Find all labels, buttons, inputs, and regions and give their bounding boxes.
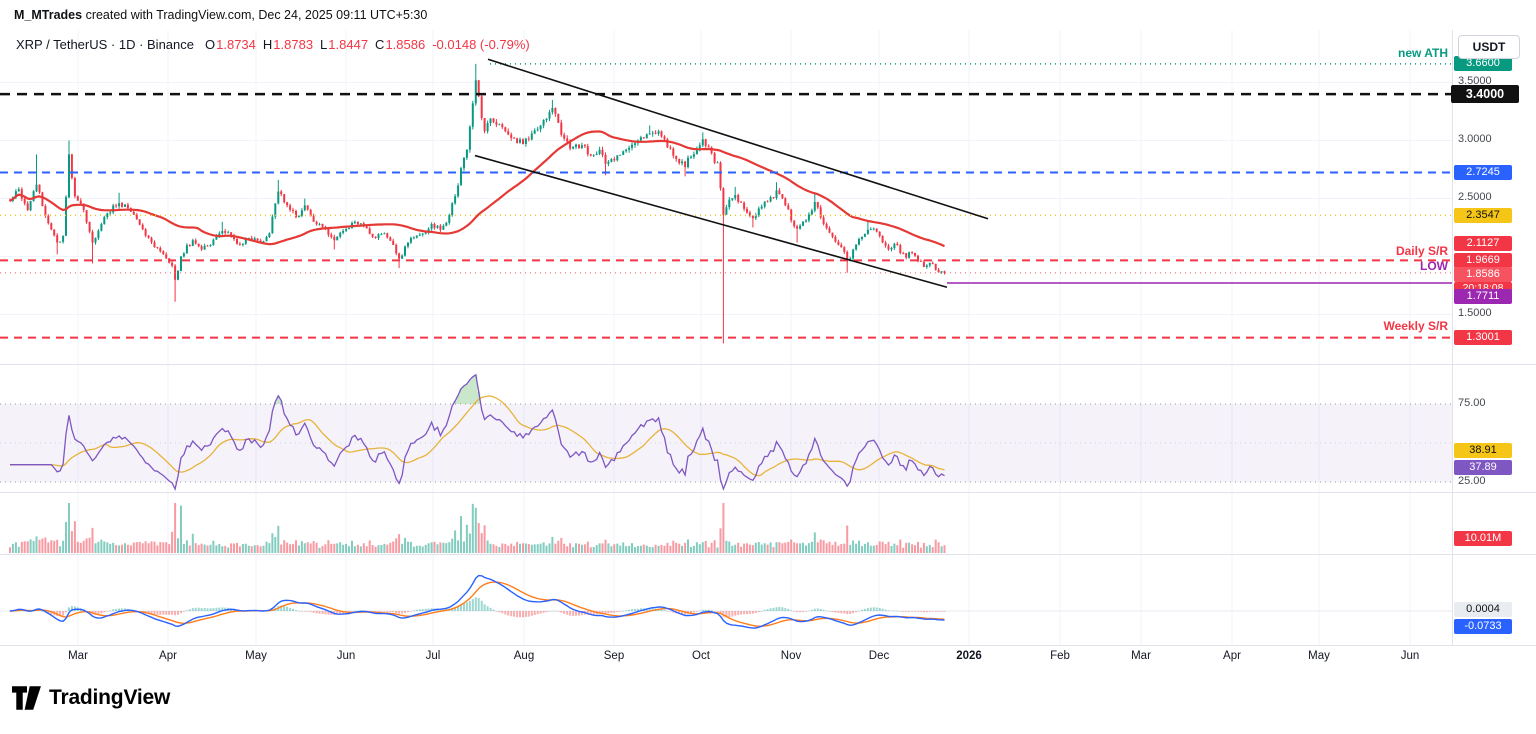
watermark-text: M_MTrades created with TradingView.com, … [14, 8, 427, 22]
watermark-rest: created with TradingView.com, Dec 24, 20… [82, 8, 428, 22]
ohlc-open: O1.8734 [205, 37, 256, 52]
tradingview-logo-icon [12, 686, 41, 710]
time-axis[interactable] [0, 646, 1536, 670]
symbol-title[interactable]: XRP / TetherUS · 1D · Binance [16, 37, 194, 52]
tradingview-logo-text: TradingView [49, 686, 171, 709]
ohlc-low: L1.8447 [320, 37, 369, 52]
watermark-brand: M_MTrades [14, 8, 83, 22]
weekly-sr-annotation[interactable]: Weekly S/R [1383, 319, 1448, 333]
new-ath-annotation[interactable]: new ATH [1398, 46, 1448, 60]
ohlc-high: H1.8783 [262, 37, 314, 52]
daily-sr-annotation[interactable]: Daily S/R [1395, 244, 1448, 258]
symbol-status-row[interactable]: XRP / TetherUS · 1D · Binance O1.8734 H1… [16, 37, 530, 52]
ohlc-close: C1.8586 [375, 37, 426, 52]
price-axis[interactable] [1452, 30, 1536, 646]
currency-toggle-button[interactable]: USDT [1458, 35, 1520, 59]
low-annotation[interactable]: LOW [1420, 259, 1448, 273]
tradingview-logo[interactable]: TradingView [12, 686, 170, 710]
change-value: -0.0148 (-0.79%) [432, 37, 530, 52]
